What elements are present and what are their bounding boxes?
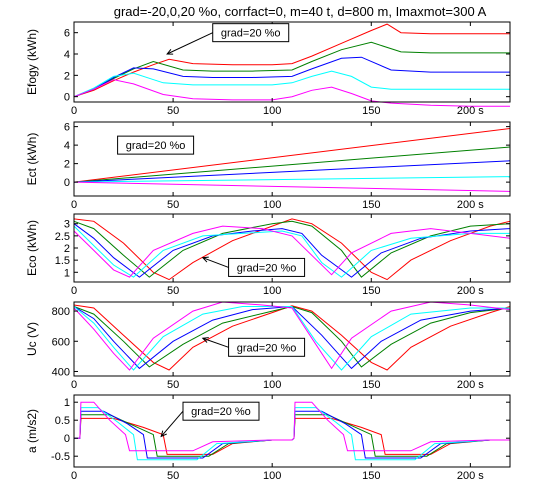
y-tick-label: 1 (64, 267, 70, 279)
annotation-arrow (202, 257, 229, 268)
series-line-5 (73, 79, 510, 107)
y-tick-label: 3 (64, 219, 70, 231)
series-line-2 (73, 146, 511, 183)
x-tick-label: 150 (362, 285, 380, 297)
series-line-4 (73, 176, 511, 183)
annotation-arrow (160, 410, 184, 437)
y-tick-label: 0.5 (55, 415, 70, 427)
series-line-1 (74, 417, 510, 455)
y-tick-label: 600 (52, 336, 70, 348)
annotation-arrowhead (166, 49, 174, 55)
subplot-5: 0 50 100 150 200 s-0.500.51a (m/s2) grad=20 %… (25, 394, 511, 480)
y-tick-label: 2.5 (55, 231, 70, 243)
annotation-label: grad=20 %o (126, 140, 186, 152)
x-tick-label: 50 (167, 470, 179, 480)
x-tick-label: 100 (263, 285, 281, 297)
series-line-3 (73, 160, 511, 183)
x-tick-label: 150 (362, 470, 380, 480)
series-line-2 (74, 414, 510, 457)
series-line-2 (73, 41, 510, 98)
annotation-label: grad=20 %o (191, 406, 251, 418)
series-line-3 (73, 305, 511, 370)
annotation-label: grad=20 %o (237, 342, 297, 354)
series-line-3 (73, 223, 511, 278)
annotation-arrowhead (160, 430, 167, 438)
series-line-5 (74, 401, 510, 452)
x-tick-label: 150 (362, 379, 380, 391)
x-tick-label: 100 (263, 105, 281, 117)
x-tick-label: 50 (167, 285, 179, 297)
axes-box (73, 121, 511, 197)
y-tick-label: 0 (64, 177, 70, 189)
x-tick-label: 150 (362, 105, 380, 117)
axes-box (73, 21, 511, 103)
x-tick-label: 100 (263, 379, 281, 391)
y-tick-label: 0 (64, 433, 70, 445)
annotation-arrow (166, 32, 213, 55)
y-tick-label: 4 (64, 140, 70, 152)
x-tick-label: 0 (71, 379, 77, 391)
y-axis-label: Ect (kWh) (25, 133, 39, 186)
x-tick-label: 0 (71, 105, 77, 117)
y-tick-label: 1.5 (55, 255, 70, 267)
y-tick-label: 1 (64, 397, 70, 409)
y-tick-label: 6 (64, 122, 70, 134)
annotation-box (117, 135, 195, 155)
series-line-4 (73, 70, 510, 98)
axes-box (73, 301, 511, 377)
x-tick-label: 0 (71, 470, 77, 480)
annotation-box (212, 23, 290, 43)
x-tick-label: 200 s (457, 285, 484, 297)
series-line-4 (73, 225, 510, 278)
series-line-1 (73, 128, 511, 183)
annotation-label: grad=20 %o (237, 262, 297, 274)
y-axis-label: Eco (kWh) (25, 220, 39, 276)
series-line-4 (73, 306, 510, 371)
series-line-1 (73, 218, 511, 281)
annotation-label: grad=20 %o (221, 28, 281, 40)
subplot-1: 0 50 100 150 200 s 0 2 4 6 Efogy (kWh) grad=20 %o (25, 21, 511, 117)
y-axis-label: a (m/s2) (25, 409, 39, 453)
x-tick-label: 0 (71, 199, 77, 211)
series-line-2 (73, 220, 511, 278)
y-axis-label: Uc (V) (25, 322, 39, 356)
subplot-2: 0 50 100 150 200 s 0 2 4 6 Ect (kWh) grad=20 %o (25, 121, 511, 211)
series-line-5 (73, 181, 511, 192)
annotation-arrowhead (201, 337, 209, 343)
x-tick-label: 50 (167, 379, 179, 391)
y-tick-label: 800 (52, 306, 70, 318)
x-tick-label: 200 s (457, 105, 484, 117)
y-tick-label: 4 (64, 49, 70, 61)
figure-title: grad=-20,0,20 %o, corrfact=0, m=40 t, d=… (114, 4, 487, 19)
y-tick-label: 400 (52, 366, 70, 378)
y-tick-label: 2 (64, 159, 70, 171)
x-tick-label: 150 (362, 199, 380, 211)
x-tick-label: 100 (263, 470, 281, 480)
y-tick-label: 6 (64, 28, 70, 40)
annotation-arrowhead (201, 256, 209, 263)
subplot-4: 0 50 100 150 200 s 400 600 800 Uc (V) grad=20 %o (25, 301, 511, 391)
y-tick-label: -0.5 (51, 451, 70, 463)
y-tick-label: 2 (64, 243, 70, 255)
y-axis-label: Efogy (kWh) (25, 29, 39, 95)
x-tick-label: 50 (167, 199, 179, 211)
subplot-3: 0 50 100 150 200 s 11.522.53 Eco (kWh) grad=20 … (25, 213, 511, 297)
x-tick-label: 200 s (457, 470, 484, 480)
annotation-arrow (202, 337, 229, 348)
series-line-5 (73, 301, 511, 371)
y-tick-label: 0 (64, 92, 70, 104)
x-tick-label: 100 (263, 199, 281, 211)
series-line-4 (74, 407, 510, 461)
y-tick-label: 2 (64, 70, 70, 82)
x-tick-label: 50 (167, 105, 179, 117)
x-tick-label: 200 s (457, 379, 484, 391)
series-line-1 (73, 304, 511, 371)
x-tick-label: 0 (71, 285, 77, 297)
series-line-3 (73, 56, 510, 98)
x-tick-label: 200 s (457, 199, 484, 211)
axes-box (73, 394, 511, 468)
series-line-5 (73, 225, 511, 278)
